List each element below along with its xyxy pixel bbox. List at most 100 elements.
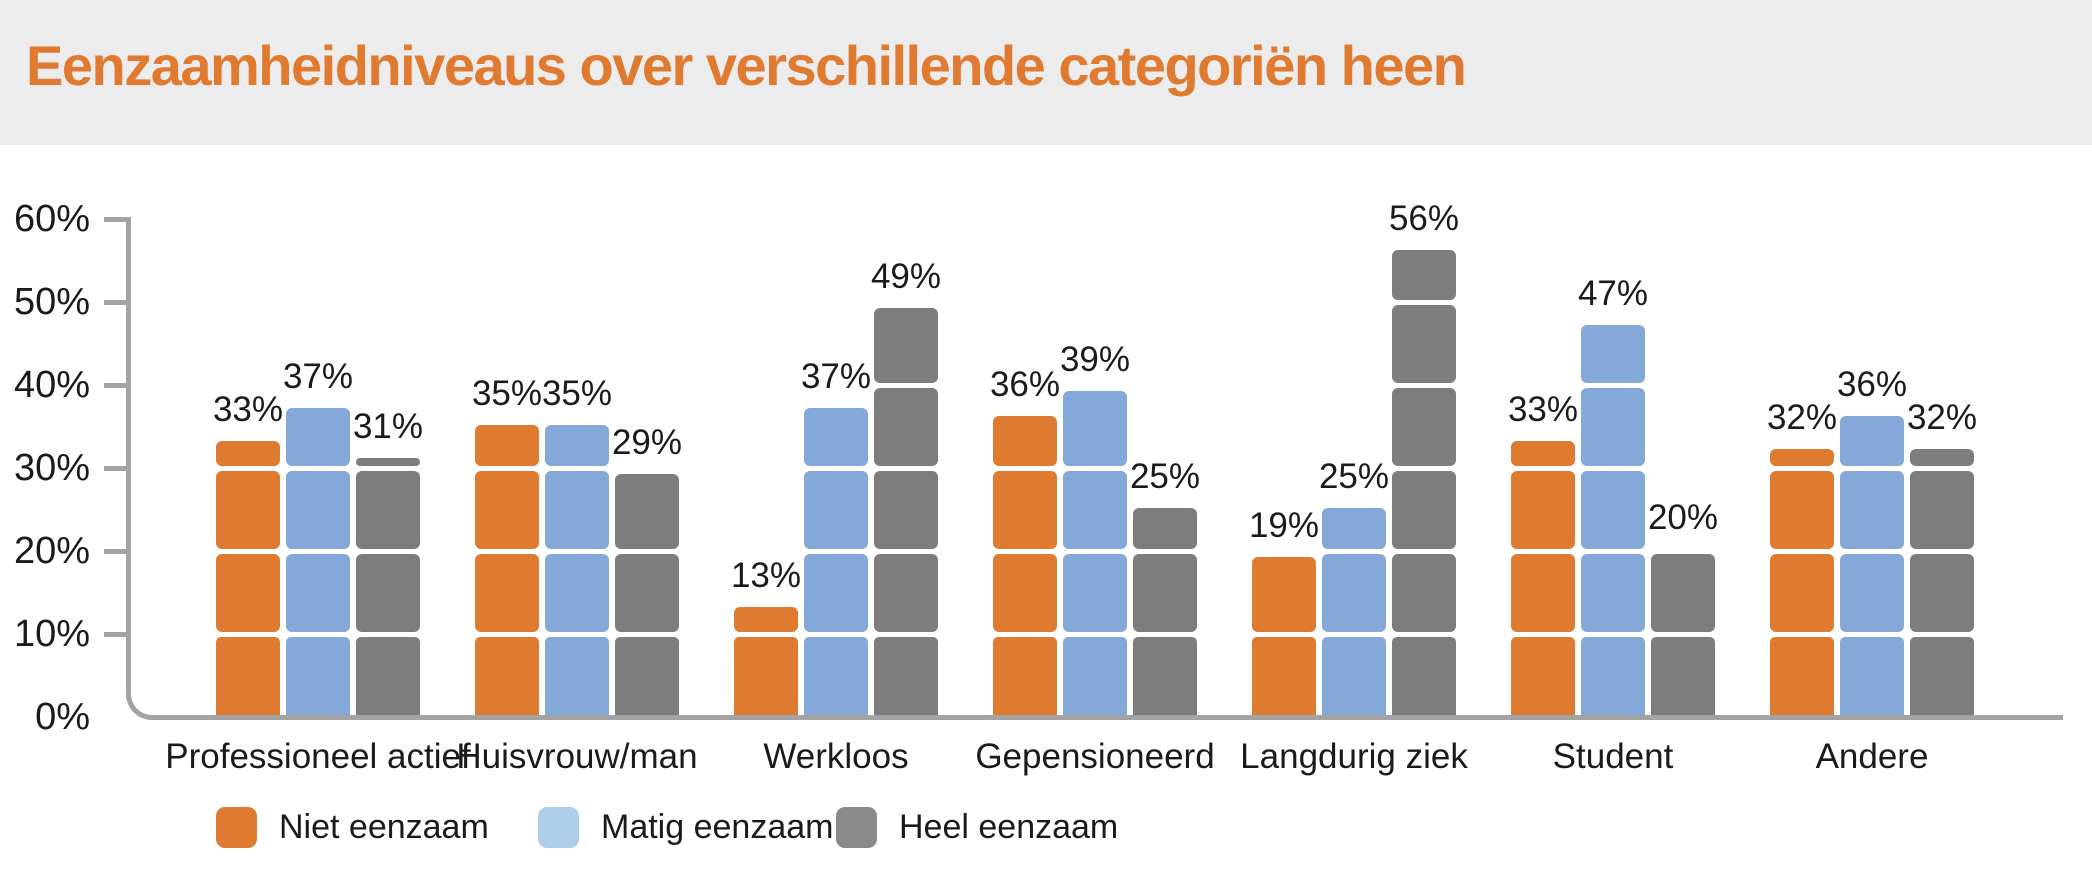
bar-value-label: 19%: [1248, 506, 1320, 546]
bar-segment: [874, 388, 938, 466]
bar-value-label: 13%: [730, 556, 802, 596]
bar-segment: [286, 637, 350, 715]
bar-value-label: 29%: [611, 423, 683, 463]
legend-label: Heel eenzaam: [899, 808, 1119, 846]
bar-value-label: 49%: [870, 257, 942, 297]
bar-segment: [1910, 449, 1974, 466]
bar-segment: [1063, 637, 1127, 715]
bar-segment: [1910, 554, 1974, 632]
bar-value-label: 33%: [212, 390, 284, 430]
bar-segment: [1392, 388, 1456, 466]
y-axis-label: 20%: [13, 530, 90, 572]
y-axis-label: 60%: [13, 198, 90, 240]
bar-segment: [1252, 637, 1316, 715]
bar-segment: [804, 471, 868, 549]
bar-value-label: 33%: [1507, 390, 1579, 430]
legend-item: Heel eenzaam: [836, 807, 1118, 848]
bar-segment: [734, 607, 798, 632]
bar-segment: [804, 554, 868, 632]
bar-segment: [734, 637, 798, 715]
category-label: Gepensioneerd: [975, 737, 1215, 776]
bar-value-label: 20%: [1647, 498, 1719, 537]
bar-segment: [475, 637, 539, 715]
category-label: Student: [1552, 737, 1674, 776]
bar-segment: [356, 637, 420, 715]
bar-value-label: 47%: [1577, 273, 1649, 313]
bar-segment: [1581, 554, 1645, 632]
bar-segment: [993, 637, 1057, 715]
bar-segment: [993, 471, 1057, 549]
bar-value-label: 39%: [1059, 340, 1131, 380]
legend-swatch: [216, 807, 257, 848]
bar-segment: [615, 637, 679, 715]
legend-swatch: [836, 807, 877, 848]
bar-segment: [1581, 471, 1645, 549]
y-axis-label: 0%: [35, 696, 90, 738]
category-label: Andere: [1815, 737, 1929, 776]
bar-value-label: 36%: [1836, 365, 1908, 405]
bar-segment: [216, 637, 280, 715]
bar-segment: [804, 407, 868, 466]
bar-value-label: 32%: [1766, 398, 1838, 438]
category-label: Huisvrouw/man: [456, 737, 698, 776]
y-axis-label: 10%: [13, 613, 90, 655]
legend-item: Niet eenzaam: [216, 807, 489, 848]
category-label: Langdurig ziek: [1240, 737, 1468, 776]
bar-segment: [615, 554, 679, 632]
bar-segment: [1063, 554, 1127, 632]
bar-segment: [356, 457, 420, 466]
category-label: Professioneel actief: [165, 737, 471, 776]
bar-value-label: 35%: [471, 373, 543, 413]
bar-segment: [1840, 416, 1904, 466]
bar-segment: [216, 441, 280, 466]
y-axis-tick: [104, 300, 131, 305]
bar-segment: [615, 474, 679, 549]
bar-segment: [1133, 637, 1197, 715]
category-label: Werkloos: [763, 737, 909, 776]
bar-segment: [1770, 554, 1834, 632]
bar-segment: [1322, 507, 1386, 549]
bar-segment: [1063, 471, 1127, 549]
bar-segment: [1581, 388, 1645, 466]
bar-segment: [475, 554, 539, 632]
bar-segment: [1392, 250, 1456, 300]
bar-segment: [804, 637, 868, 715]
bar-segment: [286, 554, 350, 632]
bar-value-label: 37%: [800, 356, 872, 396]
bar-segment: [1840, 471, 1904, 549]
bar-segment: [1840, 554, 1904, 632]
page-title: Eenzaamheidniveaus over verschillende ca…: [26, 34, 1467, 97]
page-header: Eenzaamheidniveaus over verschillende ca…: [0, 0, 2092, 145]
bar-segment: [874, 471, 938, 549]
bar-segment: [1511, 441, 1575, 466]
bar-segment: [545, 637, 609, 715]
bar-segment: [1581, 324, 1645, 383]
bar-segment: [1252, 557, 1316, 632]
y-axis-tick: [104, 217, 131, 222]
bar-segment: [1392, 637, 1456, 715]
y-axis-tick: [104, 549, 131, 554]
bar-segment: [874, 308, 938, 383]
bar-value-label: 31%: [352, 406, 424, 446]
y-axis-tick: [104, 383, 131, 388]
bar-segment: [1392, 305, 1456, 383]
bar-segment: [1840, 637, 1904, 715]
y-axis-label: 50%: [13, 281, 90, 323]
bar-segment: [1511, 471, 1575, 549]
bar-segment: [874, 554, 938, 632]
bar-segment: [1322, 637, 1386, 715]
y-axis-tick: [104, 632, 131, 637]
bar-segment: [993, 554, 1057, 632]
bar-segment: [286, 407, 350, 466]
bar-value-label: 35%: [541, 373, 613, 413]
bar-segment: [475, 471, 539, 549]
y-axis-tick: [104, 466, 131, 471]
bar-value-label: 56%: [1388, 199, 1460, 239]
bar-segment: [1322, 554, 1386, 632]
bar-segment: [1910, 637, 1974, 715]
bar-value-label: 25%: [1129, 456, 1201, 496]
bar-segment: [545, 471, 609, 549]
bar-segment: [1770, 637, 1834, 715]
